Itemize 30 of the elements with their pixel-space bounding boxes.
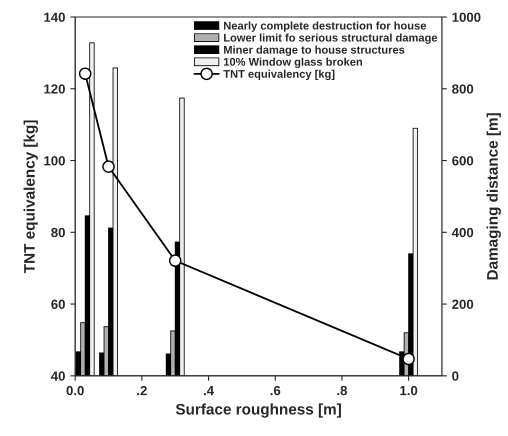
x-axis-title: Surface roughness [m] bbox=[176, 403, 341, 418]
y-tick-label: 140 bbox=[44, 12, 65, 22]
x-tick-label: .6 bbox=[270, 386, 280, 396]
legend-label: Miner damage to house structures bbox=[224, 46, 404, 56]
y-tick-label: 60 bbox=[51, 300, 65, 309]
point bbox=[168, 254, 182, 267]
y2-axis-title: Damaging distance [m] bbox=[486, 113, 501, 280]
y-axis-title: TNT equivalency [kg] bbox=[24, 120, 38, 274]
point bbox=[102, 160, 115, 173]
y2-tick-label: 800 bbox=[452, 84, 474, 94]
point bbox=[402, 352, 415, 366]
legend-label: Nearly complete destruction for house bbox=[224, 21, 426, 32]
legend-label: 10% Window glass broken bbox=[224, 58, 362, 68]
y-tick-label: 100 bbox=[44, 156, 65, 166]
point bbox=[78, 67, 92, 80]
y-tick-label: 40 bbox=[50, 371, 65, 381]
x-tick-label: .4 bbox=[204, 386, 214, 396]
x-tick-label: 1.0 bbox=[400, 386, 418, 396]
legend-label: TNT equivalency [kg] bbox=[223, 70, 334, 80]
y2-tick-label: 0 bbox=[452, 371, 458, 381]
x-tick-label: .8 bbox=[337, 386, 348, 396]
y2-tick-label: 200 bbox=[452, 300, 474, 309]
legend-label: Lower limit fo serious structural damage bbox=[224, 33, 438, 44]
x-tick-label: 0.0 bbox=[66, 386, 84, 396]
y2-tick-label: 1000 bbox=[452, 12, 480, 22]
y-tick-label: 80 bbox=[51, 228, 65, 238]
x-tick-label: .2 bbox=[137, 386, 147, 396]
y2-tick-label: 600 bbox=[452, 156, 474, 166]
y-tick-label: 120 bbox=[44, 84, 65, 94]
y2-tick-label: 400 bbox=[452, 228, 474, 238]
